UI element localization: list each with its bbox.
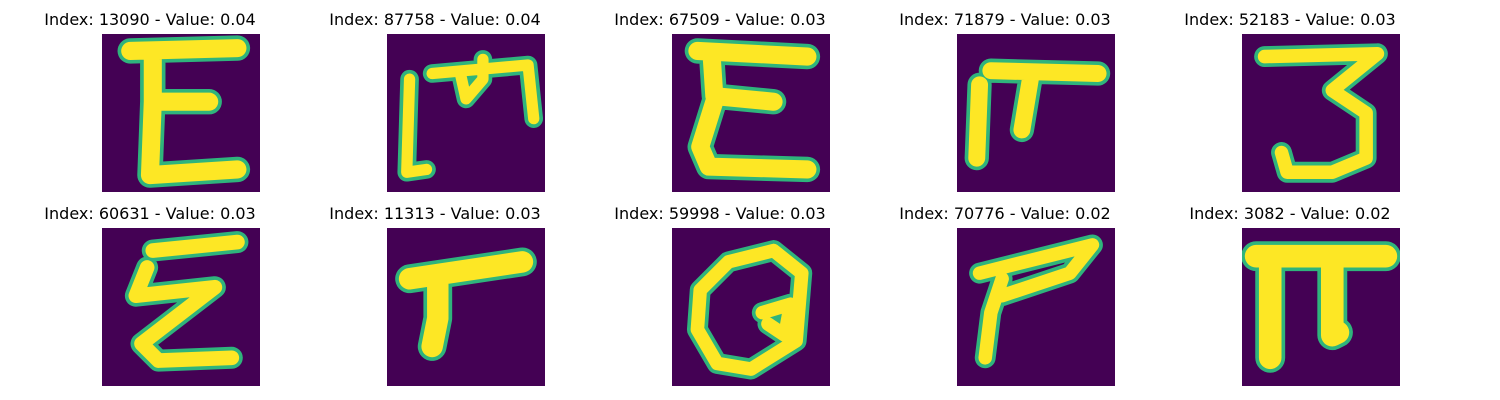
image-tile: Index: 70776 - Value: 0.02: [855, 194, 1155, 394]
character-image: [672, 228, 830, 386]
character-glyph-svg: [957, 228, 1115, 386]
tile-title: Index: 52183 - Value: 0.03: [1184, 10, 1396, 29]
tile-title: Index: 11313 - Value: 0.03: [329, 204, 541, 223]
character-image: [1242, 34, 1400, 192]
character-glyph-svg: [102, 228, 260, 386]
character-image: [672, 34, 830, 192]
tile-title: Index: 60631 - Value: 0.03: [44, 204, 256, 223]
glyph-stroke: [968, 62, 1107, 167]
glyph-stroke: [1244, 244, 1398, 370]
glyph-stroke: [128, 234, 245, 368]
character-image: [387, 34, 545, 192]
tile-title: Index: 3082 - Value: 0.02: [1189, 204, 1391, 223]
image-tile: Index: 60631 - Value: 0.03: [0, 194, 300, 394]
character-glyph-svg: [957, 34, 1115, 192]
image-tile: Index: 71879 - Value: 0.03: [855, 0, 1155, 200]
character-image: [957, 228, 1115, 386]
character-image: [102, 34, 260, 192]
character-glyph-svg: [1242, 34, 1400, 192]
character-glyph-svg: [1242, 228, 1400, 386]
character-glyph-svg: [387, 34, 545, 192]
glyph-stroke: [121, 39, 247, 185]
tile-title: Index: 71879 - Value: 0.03: [899, 10, 1111, 29]
character-image: [1242, 228, 1400, 386]
image-tile: Index: 11313 - Value: 0.03: [285, 194, 585, 394]
glyph-stroke: [1257, 46, 1385, 180]
image-tile: Index: 13090 - Value: 0.04: [0, 0, 300, 200]
character-glyph-svg: [387, 228, 545, 386]
glyph-stroke: [401, 53, 540, 178]
image-tile: Index: 59998 - Value: 0.03: [570, 194, 870, 394]
character-image: [957, 34, 1115, 192]
image-tile: Index: 87758 - Value: 0.04: [285, 0, 585, 200]
image-tile: Index: 3082 - Value: 0.02: [1140, 194, 1440, 394]
tile-title: Index: 70776 - Value: 0.02: [899, 204, 1111, 223]
image-tile: Index: 52183 - Value: 0.03: [1140, 0, 1440, 200]
glyph-stroke: [972, 238, 1100, 365]
glyph-stroke: [398, 251, 534, 358]
tile-title: Index: 67509 - Value: 0.03: [614, 10, 826, 29]
character-image: [387, 228, 545, 386]
image-tile: Index: 67509 - Value: 0.03: [570, 0, 870, 200]
tile-title: Index: 13090 - Value: 0.04: [44, 10, 256, 29]
character-image: [102, 228, 260, 386]
character-glyph-svg: [102, 34, 260, 192]
tile-title: Index: 59998 - Value: 0.03: [614, 204, 826, 223]
glyph-stroke: [690, 243, 809, 376]
character-glyph-svg: [672, 228, 830, 386]
character-glyph-svg: [672, 34, 830, 192]
glyph-stroke: [688, 41, 817, 179]
tile-title: Index: 87758 - Value: 0.04: [329, 10, 541, 29]
